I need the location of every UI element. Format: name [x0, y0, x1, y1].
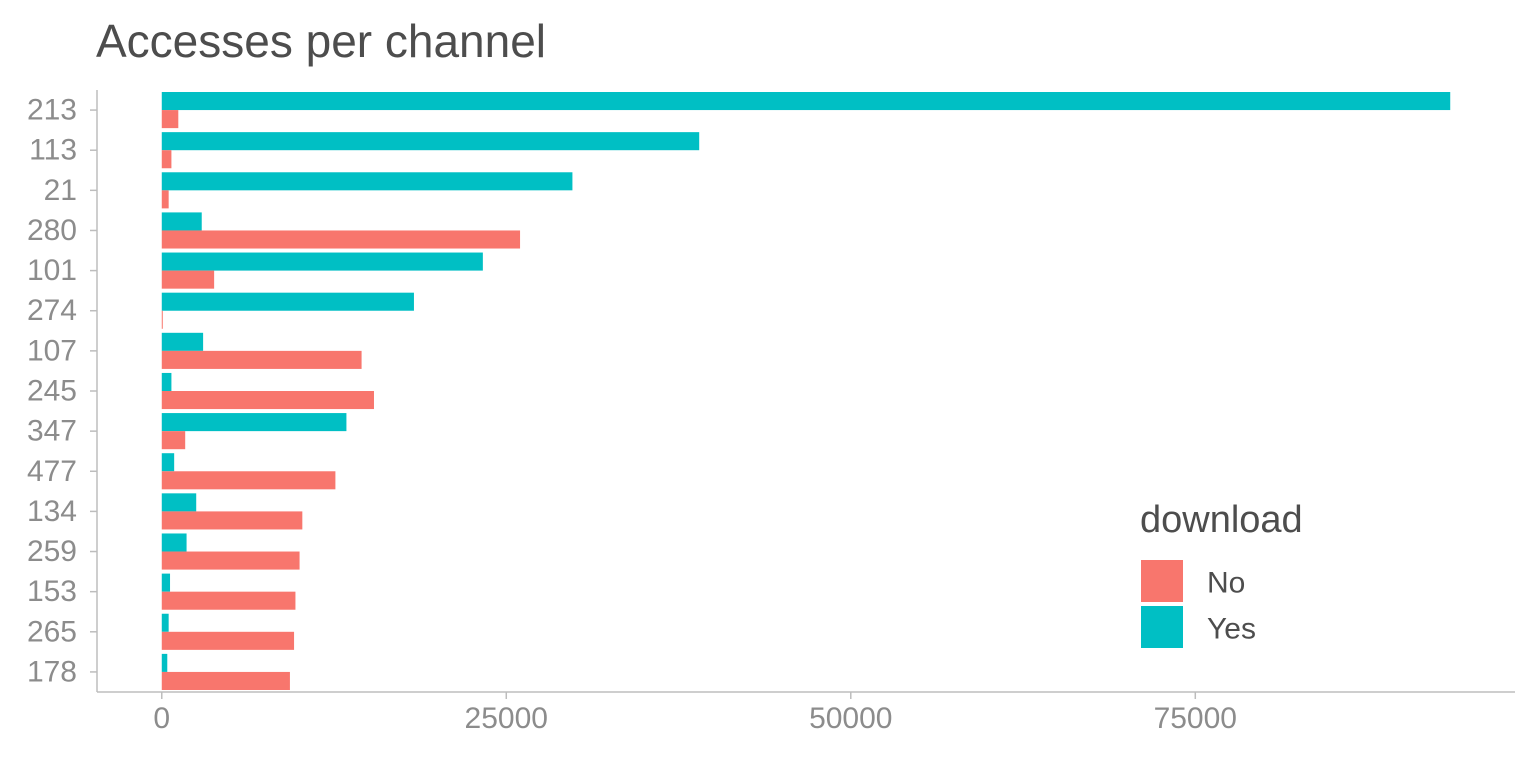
bar-no-101 [161, 270, 215, 289]
y-tick-label: 259 [27, 535, 77, 568]
bar-no-245 [161, 391, 374, 410]
bar-no-274 [161, 310, 163, 329]
bar-yes-477 [161, 453, 175, 472]
legend-key-yes [1141, 606, 1183, 648]
x-tick-label: 50000 [809, 702, 892, 735]
x-tick-label: 0 [153, 702, 170, 735]
bar-no-21 [161, 190, 169, 209]
bar-no-213 [161, 110, 179, 129]
bar-yes-153 [161, 573, 171, 592]
y-tick-label: 245 [27, 375, 77, 408]
bar-no-153 [161, 591, 296, 610]
y-tick-label: 107 [27, 334, 77, 367]
bar-yes-274 [161, 292, 414, 311]
bar-no-347 [161, 431, 186, 450]
chart-title: Accesses per channel [96, 15, 547, 67]
y-tick-label: 280 [27, 214, 77, 247]
y-axis-ticks: 213 113 21 280 101 274 107 245 347 477 134 259 153 26… [27, 94, 97, 688]
y-tick-label: 153 [27, 575, 77, 608]
y-tick-label: 21 [44, 174, 77, 207]
bar-no-107 [161, 350, 362, 369]
bar-yes-134 [161, 493, 197, 512]
legend-label-yes: Yes [1207, 613, 1256, 646]
bar-yes-245 [161, 372, 172, 391]
y-tick-label: 274 [27, 294, 77, 327]
x-tick-label: 75000 [1154, 702, 1237, 735]
bar-no-113 [161, 150, 172, 169]
bar-no-134 [161, 511, 303, 530]
bar-no-178 [161, 671, 290, 690]
bar-yes-265 [161, 613, 169, 632]
bar-yes-280 [161, 212, 202, 231]
legend-title: download [1140, 499, 1303, 541]
bar-yes-113 [161, 132, 700, 151]
bars [161, 92, 1451, 690]
y-tick-label: 178 [27, 655, 77, 688]
bar-no-265 [161, 631, 295, 650]
x-tick-label: 25000 [465, 702, 548, 735]
y-tick-label: 477 [27, 455, 77, 488]
legend-label-no: No [1207, 567, 1245, 600]
legend-key-no [1141, 560, 1183, 602]
bar-yes-107 [161, 332, 204, 351]
y-tick-label: 213 [27, 94, 77, 127]
x-axis-ticks: 0 25000 50000 75000 [153, 692, 1237, 735]
y-tick-label: 134 [27, 495, 77, 528]
bar-yes-259 [161, 533, 187, 552]
y-tick-label: 265 [27, 615, 77, 648]
y-tick-label: 101 [27, 254, 77, 287]
bar-yes-21 [161, 172, 573, 191]
y-tick-label: 113 [29, 134, 77, 167]
bar-yes-347 [161, 413, 347, 432]
bar-yes-213 [161, 92, 1451, 111]
legend: download No Yes [1140, 499, 1303, 648]
bar-no-477 [161, 471, 336, 490]
bar-no-280 [161, 230, 521, 249]
bar-yes-178 [161, 653, 168, 672]
y-tick-label: 347 [27, 415, 77, 448]
bar-no-259 [161, 551, 300, 570]
bar-yes-101 [161, 252, 483, 271]
